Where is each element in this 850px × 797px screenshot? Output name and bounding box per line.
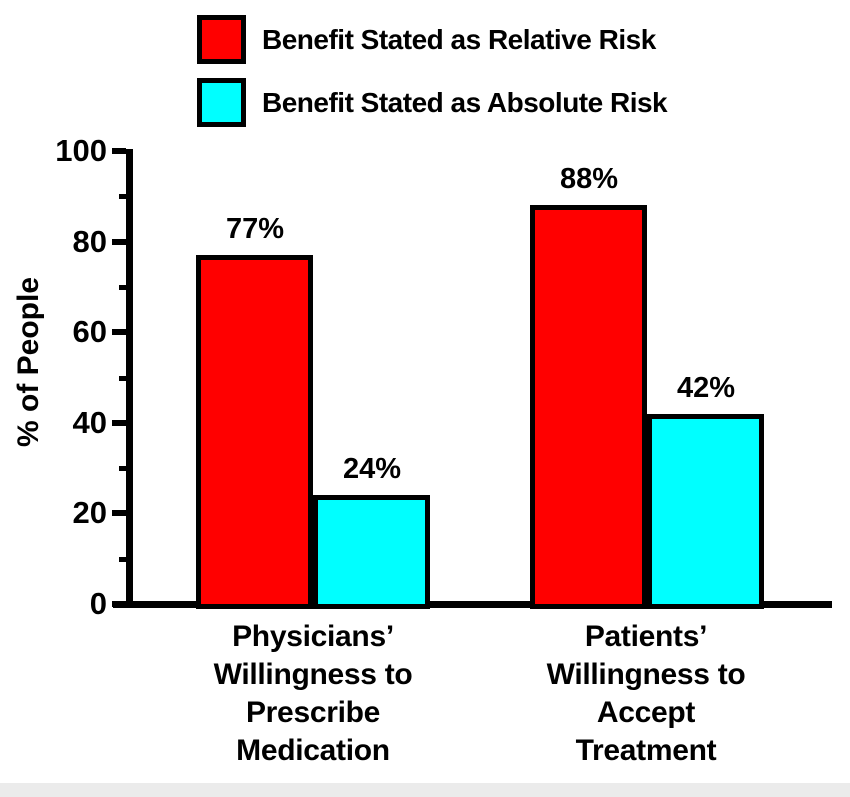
category-label-physicians: Physicians’ Willingness to Prescribe Med… <box>213 620 413 767</box>
y-axis-minor-tick-10 <box>119 557 126 562</box>
y-axis-major-tick-20 <box>112 510 126 516</box>
legend-label-absolute-risk: Benefit Stated as Absolute Risk <box>262 86 668 118</box>
y-axis-minor-tick-90 <box>119 194 126 199</box>
y-axis-major-tick-60 <box>112 329 126 335</box>
legend-item-relative-risk: Benefit Stated as Relative Risk <box>197 15 656 64</box>
y-axis-tick-label-60: 60 <box>72 314 107 349</box>
y-axis-tick-label-20: 20 <box>72 495 107 530</box>
y-axis-tick-label-80: 80 <box>72 224 107 259</box>
y-axis-tick-label-100: 100 <box>55 133 107 168</box>
y-axis-minor-tick-70 <box>119 285 126 290</box>
y-axis-major-tick-100 <box>112 148 126 154</box>
bar-group1-series0 <box>530 205 647 609</box>
bar-group1-series1 <box>647 414 764 609</box>
bar-value-label-group1-series1: 42% <box>676 372 736 404</box>
x-axis-line <box>113 601 832 608</box>
y-axis-tick-label-0: 0 <box>89 586 107 621</box>
legend-item-absolute-risk: Benefit Stated as Absolute Risk <box>197 78 668 127</box>
bar-group0-series1 <box>313 495 430 609</box>
legend-swatch-relative-risk <box>197 15 246 64</box>
y-axis-major-tick-0 <box>112 601 126 607</box>
y-axis-major-tick-40 <box>112 420 126 426</box>
footer-strip <box>0 783 850 797</box>
y-axis-major-tick-80 <box>112 239 126 245</box>
bar-value-label-group1-series0: 88% <box>559 163 619 195</box>
y-axis-line <box>126 149 133 607</box>
bar-value-label-group0-series1: 24% <box>342 453 402 485</box>
y-axis-tick-label-40: 40 <box>72 405 107 440</box>
category-label-patients: Patients’ Willingness to Accept Treatmen… <box>546 620 746 767</box>
legend-swatch-absolute-risk <box>197 78 246 127</box>
legend-label-relative-risk: Benefit Stated as Relative Risk <box>262 23 656 55</box>
bar-value-label-group0-series0: 77% <box>225 213 285 245</box>
bar-group0-series0 <box>196 255 313 609</box>
y-axis-minor-tick-30 <box>119 466 126 471</box>
y-axis-minor-tick-50 <box>119 376 126 381</box>
